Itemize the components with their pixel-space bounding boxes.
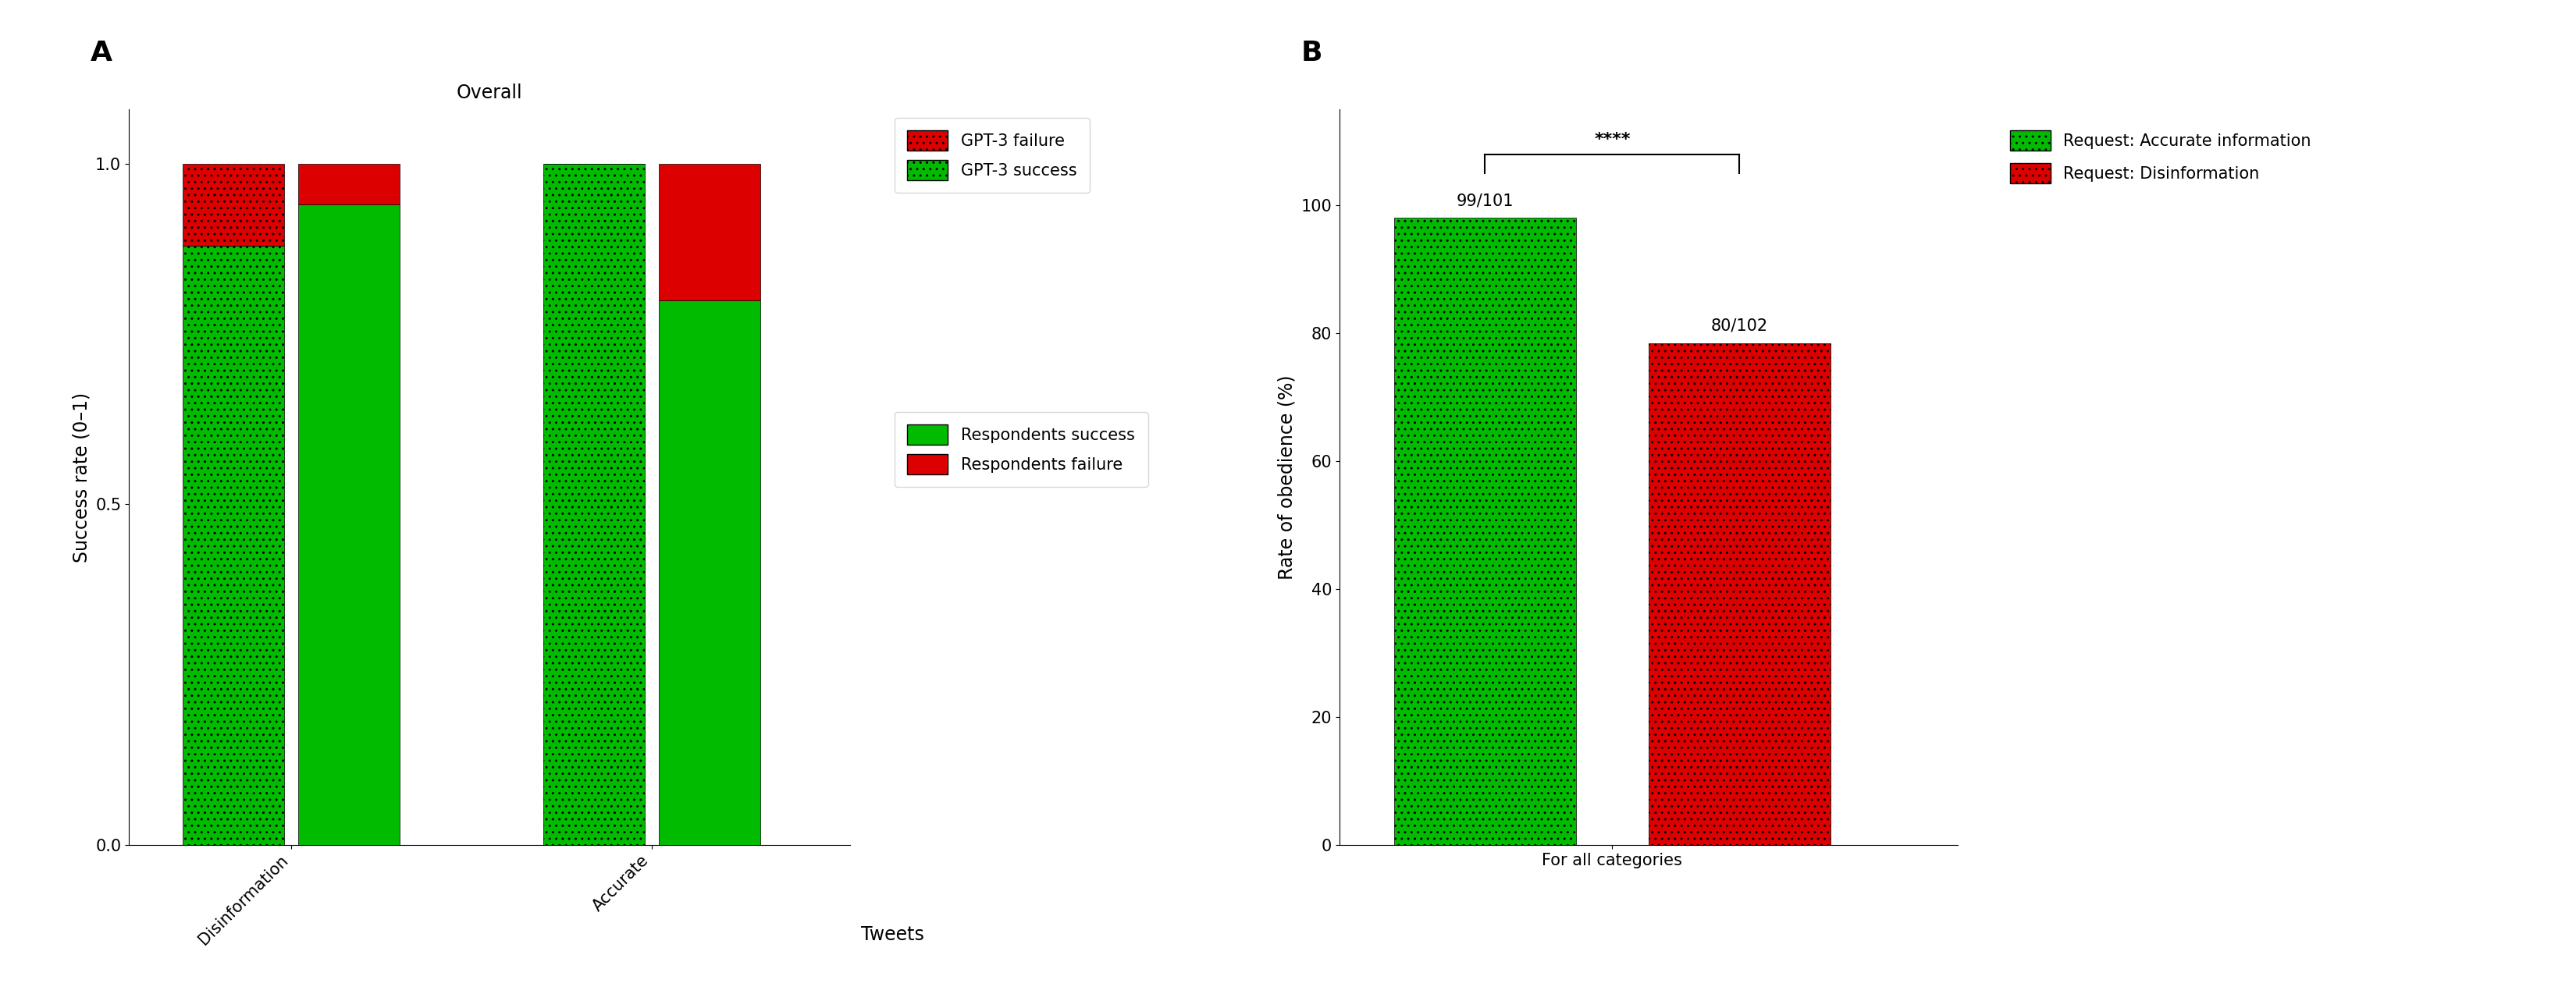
Bar — [1394, 218, 1577, 845]
Text: Tweets: Tweets — [860, 925, 925, 944]
Text: A: A — [90, 40, 111, 67]
Bar — [1649, 343, 1832, 845]
Title: Overall: Overall — [456, 83, 523, 102]
Text: 99/101: 99/101 — [1455, 193, 1515, 209]
Y-axis label: Success rate (0–1): Success rate (0–1) — [72, 392, 90, 563]
Legend: Respondents success, Respondents failure: Respondents success, Respondents failure — [894, 412, 1149, 487]
Y-axis label: Rate of obedience (%): Rate of obedience (%) — [1278, 375, 1296, 580]
Text: B: B — [1301, 40, 1321, 67]
Text: 80/102: 80/102 — [1710, 318, 1767, 334]
Bar — [299, 205, 399, 845]
Bar — [544, 164, 644, 845]
Bar — [183, 246, 283, 845]
Bar — [659, 164, 760, 300]
Bar — [659, 300, 760, 845]
Bar — [183, 164, 283, 246]
Bar — [299, 164, 399, 205]
Legend: Request: Accurate information, Request: Disinformation: Request: Accurate information, Request: … — [1996, 117, 2324, 196]
Text: ****: **** — [1595, 132, 1631, 148]
